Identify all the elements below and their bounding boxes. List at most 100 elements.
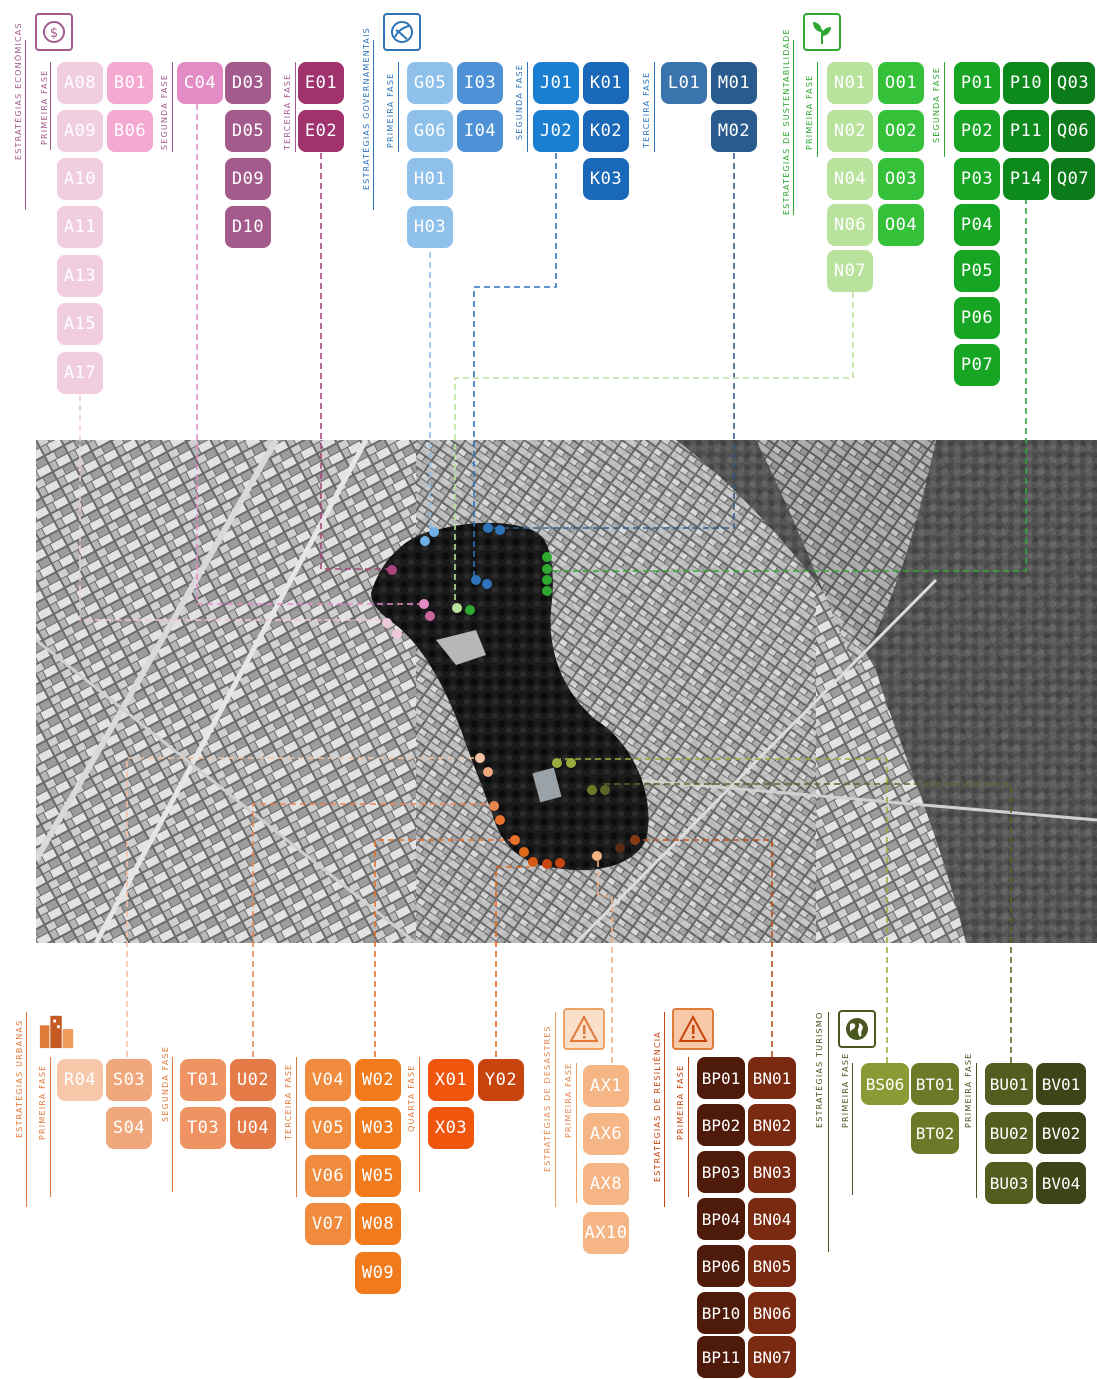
strategy-tile-p04[interactable]: P04 [954, 204, 1000, 246]
phase-label: SEGUNDA FASE [932, 66, 941, 143]
strategy-tile-x01[interactable]: X01 [428, 1059, 474, 1101]
strategy-tile-p01[interactable]: P01 [954, 62, 1000, 104]
strategy-tile-bn03[interactable]: BN03 [748, 1151, 796, 1193]
strategy-tile-a15[interactable]: A15 [57, 303, 103, 345]
strategy-tile-t01[interactable]: T01 [180, 1059, 226, 1101]
strategy-tile-n02[interactable]: N02 [827, 110, 873, 152]
strategy-tile-d05[interactable]: D05 [225, 110, 271, 152]
strategy-tile-p10[interactable]: P10 [1003, 62, 1049, 104]
strategy-tile-t03[interactable]: T03 [180, 1107, 226, 1149]
phase-label: PRIMEIRA FASE [964, 1052, 973, 1128]
strategy-tile-g05[interactable]: G05 [407, 62, 453, 104]
strategy-tile-bv01[interactable]: BV01 [1036, 1063, 1086, 1105]
strategy-tile-u02[interactable]: U02 [230, 1059, 276, 1101]
strategy-tile-p03[interactable]: P03 [954, 158, 1000, 200]
strategy-tile-bp03[interactable]: BP03 [697, 1151, 745, 1193]
strategy-tile-p06[interactable]: P06 [954, 297, 1000, 339]
strategy-tile-n07[interactable]: N07 [827, 250, 873, 292]
strategy-tile-m02[interactable]: M02 [711, 110, 757, 152]
strategy-tile-ax10[interactable]: AX10 [583, 1212, 629, 1254]
strategy-tile-p05[interactable]: P05 [954, 250, 1000, 292]
strategy-tile-p02[interactable]: P02 [954, 110, 1000, 152]
strategy-tile-n01[interactable]: N01 [827, 62, 873, 104]
strategy-tile-bp06[interactable]: BP06 [697, 1245, 745, 1287]
strategy-tile-a10[interactable]: A10 [57, 158, 103, 200]
strategy-tile-bp11[interactable]: BP11 [697, 1336, 745, 1378]
strategy-tile-j01[interactable]: J01 [533, 62, 579, 104]
strategy-tile-i04[interactable]: I04 [457, 110, 503, 152]
strategy-tile-r04[interactable]: R04 [57, 1059, 103, 1101]
strategy-tile-b01[interactable]: B01 [107, 62, 153, 104]
strategy-tile-bu01[interactable]: BU01 [985, 1063, 1033, 1105]
strategy-tile-o01[interactable]: O01 [878, 62, 924, 104]
strategy-tile-n04[interactable]: N04 [827, 158, 873, 200]
strategy-tile-j02[interactable]: J02 [533, 110, 579, 152]
strategy-tile-bv02[interactable]: BV02 [1036, 1112, 1086, 1154]
strategy-tile-a09[interactable]: A09 [57, 110, 103, 152]
strategy-tile-o04[interactable]: O04 [878, 204, 924, 246]
strategy-tile-ax1[interactable]: AX1 [583, 1065, 629, 1107]
strategy-tile-g06[interactable]: G06 [407, 110, 453, 152]
strategy-tile-k01[interactable]: K01 [583, 62, 629, 104]
strategy-tile-w02[interactable]: W02 [355, 1059, 401, 1101]
strategy-tile-m01[interactable]: M01 [711, 62, 757, 104]
strategy-tile-s03[interactable]: S03 [106, 1059, 152, 1101]
strategy-tile-bp10[interactable]: BP10 [697, 1292, 745, 1334]
strategy-tile-p14[interactable]: P14 [1003, 158, 1049, 200]
strategy-tile-v04[interactable]: V04 [305, 1059, 351, 1101]
strategy-tile-d03[interactable]: D03 [225, 62, 271, 104]
strategy-tile-v07[interactable]: V07 [305, 1203, 351, 1245]
strategy-tile-a11[interactable]: A11 [57, 206, 103, 248]
strategy-tile-k02[interactable]: K02 [583, 110, 629, 152]
strategy-tile-k03[interactable]: K03 [583, 158, 629, 200]
strategy-tile-x03[interactable]: X03 [428, 1107, 474, 1149]
strategy-tile-b06[interactable]: B06 [107, 110, 153, 152]
strategy-tile-bn07[interactable]: BN07 [748, 1336, 796, 1378]
strategy-tile-bn06[interactable]: BN06 [748, 1292, 796, 1334]
strategy-tile-y02[interactable]: Y02 [478, 1059, 524, 1101]
strategy-tile-bn04[interactable]: BN04 [748, 1198, 796, 1240]
strategy-tile-bn02[interactable]: BN02 [748, 1104, 796, 1146]
strategy-tile-ax8[interactable]: AX8 [583, 1163, 629, 1205]
strategy-tile-bn01[interactable]: BN01 [748, 1057, 796, 1099]
strategy-tile-bu03[interactable]: BU03 [985, 1162, 1033, 1204]
strategy-tile-bt01[interactable]: BT01 [911, 1063, 959, 1105]
strategy-tile-bt02[interactable]: BT02 [911, 1112, 959, 1154]
strategy-tile-a13[interactable]: A13 [57, 255, 103, 297]
strategy-tile-n06[interactable]: N06 [827, 204, 873, 246]
strategy-tile-w08[interactable]: W08 [355, 1203, 401, 1245]
strategy-tile-h01[interactable]: H01 [407, 158, 453, 200]
strategy-tile-bp02[interactable]: BP02 [697, 1104, 745, 1146]
strategy-tile-o03[interactable]: O03 [878, 158, 924, 200]
strategy-tile-ax6[interactable]: AX6 [583, 1113, 629, 1155]
strategy-tile-u04[interactable]: U04 [230, 1107, 276, 1149]
strategy-tile-bn05[interactable]: BN05 [748, 1245, 796, 1287]
strategy-tile-q07[interactable]: Q07 [1051, 158, 1095, 200]
strategy-tile-bu02[interactable]: BU02 [985, 1112, 1033, 1154]
strategy-tile-q03[interactable]: Q03 [1051, 62, 1095, 104]
strategy-tile-w09[interactable]: W09 [355, 1252, 401, 1294]
strategy-tile-o02[interactable]: O02 [878, 110, 924, 152]
strategy-tile-i03[interactable]: I03 [457, 62, 503, 104]
strategy-tile-d10[interactable]: D10 [225, 206, 271, 248]
strategy-tile-p07[interactable]: P07 [954, 344, 1000, 386]
strategy-tile-l01[interactable]: L01 [661, 62, 707, 104]
strategy-tile-w05[interactable]: W05 [355, 1155, 401, 1197]
strategy-tile-e01[interactable]: E01 [298, 62, 344, 104]
strategy-tile-p11[interactable]: P11 [1003, 110, 1049, 152]
strategy-tile-d09[interactable]: D09 [225, 158, 271, 200]
strategy-tile-w03[interactable]: W03 [355, 1107, 401, 1149]
strategy-tile-c04[interactable]: C04 [177, 62, 223, 104]
strategy-tile-v05[interactable]: V05 [305, 1107, 351, 1149]
strategy-tile-q06[interactable]: Q06 [1051, 110, 1095, 152]
strategy-tile-h03[interactable]: H03 [407, 206, 453, 248]
strategy-tile-v06[interactable]: V06 [305, 1155, 351, 1197]
strategy-tile-bp01[interactable]: BP01 [697, 1057, 745, 1099]
strategy-tile-a17[interactable]: A17 [57, 352, 103, 394]
strategy-tile-bp04[interactable]: BP04 [697, 1198, 745, 1240]
strategy-tile-bs06[interactable]: BS06 [861, 1063, 909, 1105]
strategy-tile-s04[interactable]: S04 [106, 1107, 152, 1149]
strategy-tile-bv04[interactable]: BV04 [1036, 1162, 1086, 1204]
strategy-tile-a08[interactable]: A08 [57, 62, 103, 104]
strategy-tile-e02[interactable]: E02 [298, 110, 344, 152]
